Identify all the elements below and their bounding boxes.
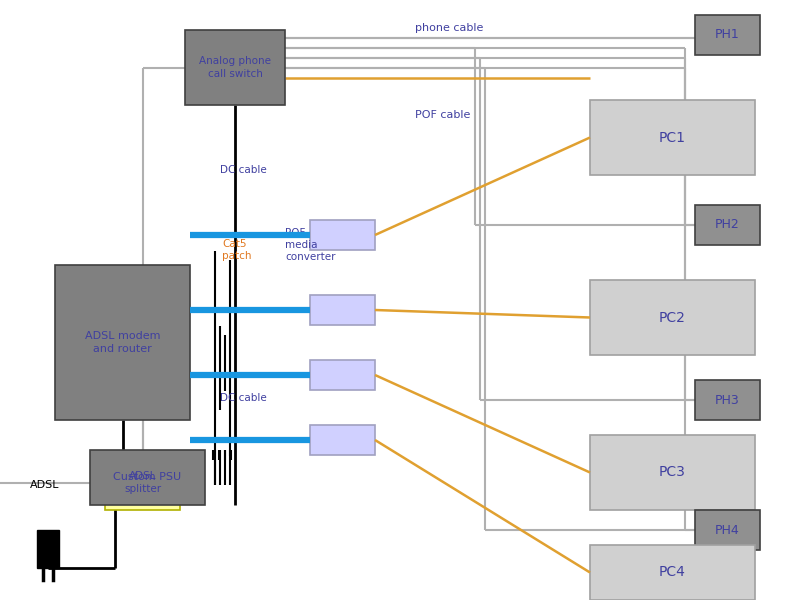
- Text: Custom PSU: Custom PSU: [114, 473, 182, 482]
- Text: ADSL
splitter: ADSL splitter: [124, 472, 161, 494]
- Text: DC cable: DC cable: [220, 393, 266, 403]
- Bar: [590, 280, 755, 355]
- Text: PH1: PH1: [715, 28, 740, 41]
- Bar: [185, 30, 285, 105]
- Bar: [695, 205, 760, 245]
- Text: POF
media
converter: POF media converter: [285, 229, 335, 262]
- Bar: [590, 435, 755, 510]
- Text: PH4: PH4: [715, 523, 740, 536]
- Bar: [310, 295, 375, 325]
- Bar: [695, 510, 760, 550]
- Bar: [695, 15, 760, 55]
- Text: PC3: PC3: [659, 466, 686, 479]
- Bar: [55, 265, 190, 420]
- Text: PH3: PH3: [715, 394, 740, 407]
- Bar: [310, 360, 375, 390]
- Bar: [590, 545, 755, 600]
- Text: Analog phone
call switch: Analog phone call switch: [199, 56, 271, 79]
- Text: phone cable: phone cable: [415, 23, 483, 33]
- Bar: [37, 530, 59, 568]
- Text: DC cable: DC cable: [220, 165, 266, 175]
- Text: ADSL modem
and router: ADSL modem and router: [85, 331, 160, 353]
- Text: POF cable: POF cable: [415, 110, 470, 120]
- Bar: [90, 450, 205, 505]
- Text: PC1: PC1: [659, 130, 686, 145]
- Text: PC2: PC2: [659, 311, 686, 325]
- Bar: [310, 425, 375, 455]
- Bar: [310, 220, 375, 250]
- Bar: [695, 380, 760, 420]
- Text: PH2: PH2: [715, 218, 740, 232]
- Text: Cat5
patch: Cat5 patch: [222, 239, 251, 261]
- Bar: [590, 100, 755, 175]
- Text: ADSL: ADSL: [30, 480, 59, 490]
- Text: PC4: PC4: [659, 565, 686, 580]
- Bar: [105, 455, 180, 510]
